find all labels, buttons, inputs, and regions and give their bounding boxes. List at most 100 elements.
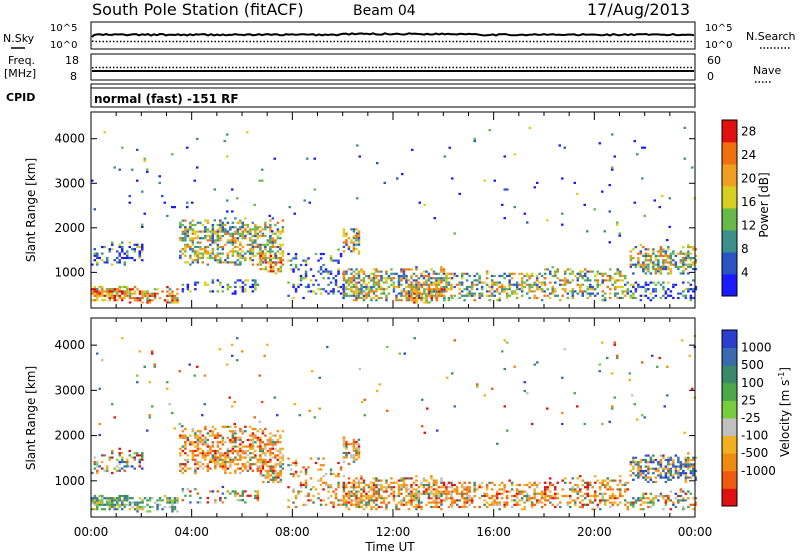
velocity-data-pixel [116, 501, 119, 504]
power-data-pixel [413, 299, 416, 302]
velocity-data-pixel [294, 505, 298, 509]
power-data-pixel [206, 239, 210, 242]
power-data-pixel [377, 274, 381, 278]
power-data-pixel [143, 157, 146, 160]
power-data-pixel [342, 292, 346, 295]
power-data-pixel [279, 252, 282, 255]
velocity-data-pixel [380, 488, 383, 491]
velocity-data-pixel [342, 436, 346, 439]
power-data-pixel [513, 283, 516, 286]
power-data-pixel [355, 243, 358, 246]
velocity-data-pixel [556, 481, 559, 484]
velocity-data-pixel [224, 465, 227, 468]
power-data-pixel [573, 181, 576, 184]
power-data-pixel [664, 296, 668, 300]
power-data-pixel [664, 261, 668, 264]
velocity-data-pixel [495, 497, 499, 500]
velocity-data-pixel [292, 472, 295, 476]
velocity-data-pixel [468, 494, 471, 498]
power-data-pixel [415, 281, 418, 284]
power-data-pixel [629, 294, 633, 297]
power-data-pixel [279, 237, 282, 240]
power-data-pixel [495, 281, 499, 284]
power-data-pixel [189, 263, 192, 266]
velocity-data-pixel [574, 488, 577, 491]
velocity-data-pixel [229, 463, 232, 466]
power-data-pixel [415, 283, 418, 286]
velocity-data-pixel [667, 472, 670, 475]
velocity-data-pixel [435, 479, 438, 482]
power-data-pixel [523, 274, 526, 278]
power-data-pixel [549, 270, 552, 273]
power-data-pixel [136, 243, 139, 246]
velocity-data-pixel [422, 492, 426, 495]
power-data-pixel [435, 297, 439, 300]
velocity-data-pixel [357, 447, 361, 450]
power-data-pixel [508, 285, 511, 289]
velocity-data-pixel [579, 475, 582, 478]
velocity-data-pixel [549, 497, 552, 500]
power-data-pixel [576, 292, 579, 295]
power-data-pixel [106, 294, 109, 297]
power-data-pixel [385, 294, 388, 297]
velocity-data-pixel [523, 508, 526, 511]
velocity-data-pixel [277, 474, 280, 477]
velocity-data-pixel [108, 503, 111, 506]
power-data-pixel [231, 239, 235, 242]
power-data-pixel [654, 290, 658, 293]
velocity-data-pixel [407, 501, 411, 504]
velocity-data-pixel [397, 492, 401, 495]
power-data-pixel [131, 256, 134, 260]
velocity-data-pixel [412, 494, 416, 498]
power-data-pixel [266, 250, 270, 253]
velocity-data-pixel [652, 503, 655, 506]
velocity-data-pixel [591, 508, 594, 511]
power-data-pixel [546, 268, 549, 271]
power-data-pixel [508, 281, 511, 284]
velocity-data-pixel [684, 474, 688, 477]
velocity-data-pixel [259, 467, 263, 470]
power-data-pixel [241, 223, 245, 227]
power-data-pixel [380, 274, 383, 278]
velocity-data-pixel [561, 376, 564, 379]
velocity-data-pixel [204, 443, 207, 446]
power-data-pixel [206, 219, 210, 222]
velocity-data-pixel [662, 467, 665, 470]
power-data-pixel [554, 281, 557, 284]
velocity-data-pixel [528, 481, 531, 484]
velocity-data-pixel [360, 494, 363, 498]
velocity-data-pixel [611, 372, 614, 375]
velocity-data-pixel [410, 503, 413, 506]
velocity-data-pixel [184, 427, 187, 431]
velocity-data-pixel [261, 458, 265, 461]
power-data-pixel [294, 257, 298, 260]
power-data-pixel [483, 281, 486, 284]
power-data-pixel [234, 263, 237, 266]
power-data-pixel [259, 230, 262, 233]
velocity-data-pixel [246, 469, 250, 472]
velocity-data-pixel [629, 469, 633, 473]
power-data-pixel [93, 288, 96, 291]
power-data-pixel [644, 288, 648, 291]
velocity-data-pixel [194, 463, 197, 466]
velocity-data-pixel [256, 465, 260, 468]
velocity-data-pixel [402, 479, 406, 482]
velocity-data-pixel [302, 483, 305, 487]
power-data-pixel [642, 254, 645, 257]
power-data-pixel [365, 292, 368, 295]
power-data-pixel [644, 272, 648, 275]
power-data-pixel [173, 297, 177, 300]
power-data-pixel [667, 265, 670, 268]
velocity-data-pixel [211, 425, 215, 428]
power-data-pixel [304, 274, 308, 278]
power-data-pixel [372, 281, 376, 284]
velocity-data-pixel [352, 454, 356, 457]
velocity-data-pixel [259, 427, 262, 431]
power-data-pixel [430, 292, 434, 295]
velocity-data-pixel [569, 505, 572, 509]
velocity-data-pixel [425, 488, 428, 491]
velocity-data-pixel [251, 441, 255, 444]
velocity-data-pixel [649, 501, 653, 504]
velocity-data-pixel [410, 477, 413, 480]
power-data-pixel [533, 296, 536, 300]
